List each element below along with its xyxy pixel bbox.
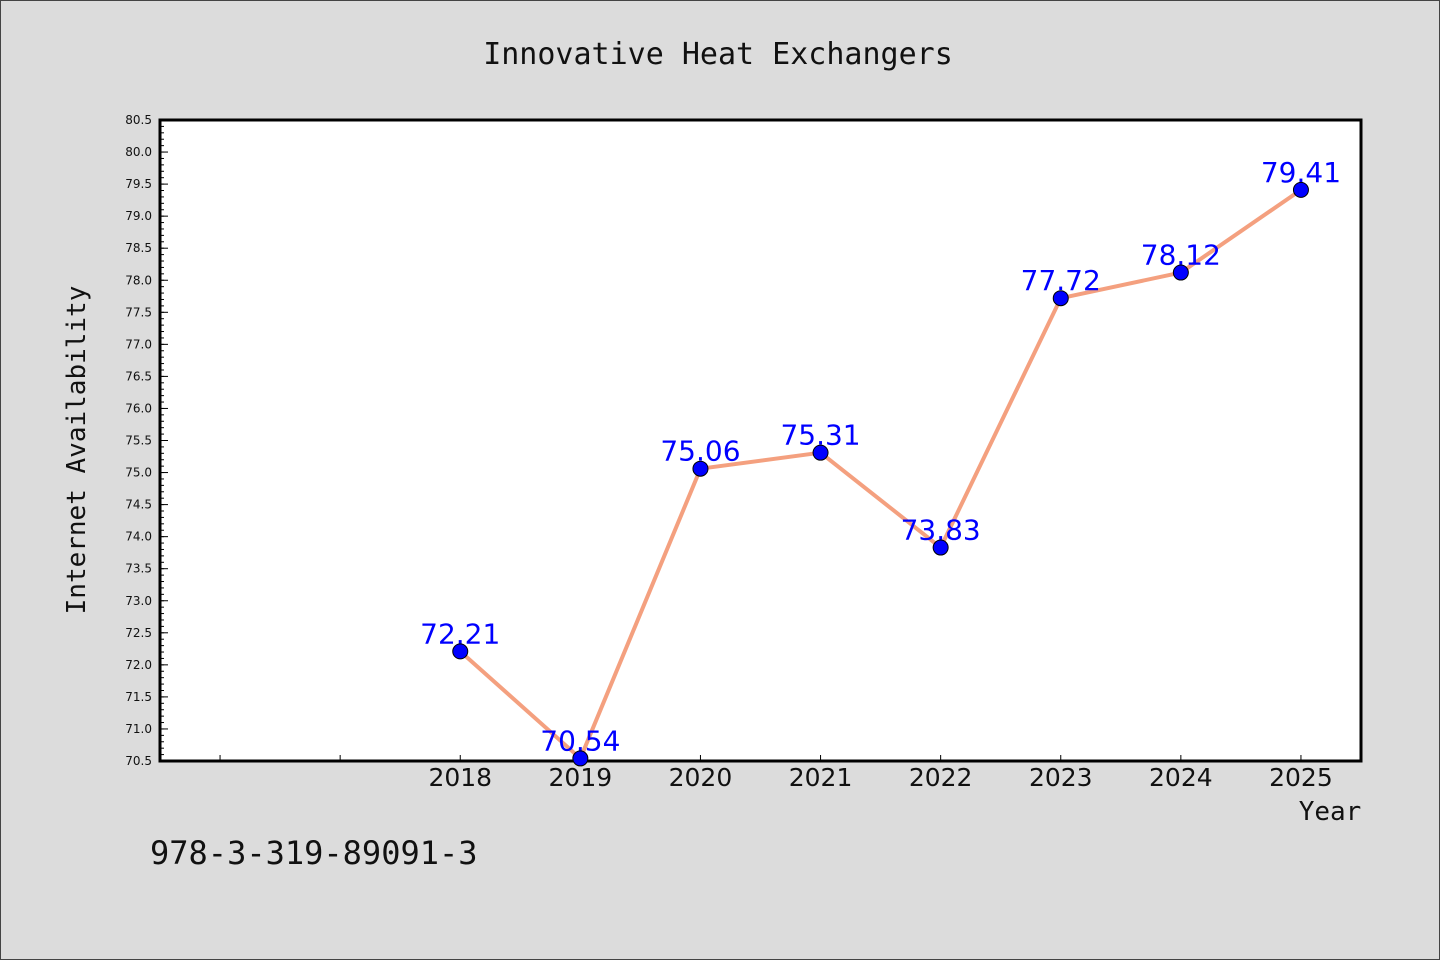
x-tick-label: 2023 xyxy=(1029,763,1093,792)
data-label: 78.12 xyxy=(1141,239,1221,272)
y-tick-label: 80.5 xyxy=(125,113,152,127)
data-point-marker xyxy=(1172,264,1189,281)
data-point-marker xyxy=(1292,181,1309,198)
data-point-marker xyxy=(812,444,829,461)
y-tick-label: 78.5 xyxy=(125,241,152,255)
y-tick-label: 76.0 xyxy=(125,401,152,415)
plot-area xyxy=(158,118,1363,763)
y-tick-label: 75.5 xyxy=(125,434,152,448)
y-tick-label: 73.5 xyxy=(125,562,152,576)
isbn-text: 978-3-319-89091-3 xyxy=(150,834,478,872)
x-tick-label: 2024 xyxy=(1149,763,1213,792)
data-point-marker xyxy=(932,539,949,556)
y-tick-label: 78.0 xyxy=(125,273,152,287)
y-tick-label: 74.5 xyxy=(125,498,152,512)
x-tick-label: 2025 xyxy=(1269,763,1333,792)
x-tick-label: 2021 xyxy=(789,763,853,792)
x-tick-label: 2019 xyxy=(549,763,613,792)
x-tick-label: 2022 xyxy=(909,763,973,792)
y-tick-label: 79.5 xyxy=(125,177,152,191)
y-tick-label: 76.5 xyxy=(125,369,152,383)
y-tick-label: 75.0 xyxy=(125,466,152,480)
y-axis-label: Internet Availability xyxy=(62,286,92,615)
y-tick-label: 71.0 xyxy=(125,722,152,736)
data-label: 73.83 xyxy=(901,514,981,547)
data-label: 79.41 xyxy=(1261,156,1341,189)
y-tick-label: 77.5 xyxy=(125,305,152,319)
y-tick-label: 70.5 xyxy=(125,754,152,768)
y-tick-label: 71.5 xyxy=(125,690,152,704)
y-tick-label: 77.0 xyxy=(125,337,152,351)
data-point-marker xyxy=(572,750,589,767)
x-tick-label: 2020 xyxy=(669,763,733,792)
y-axis: 70.5 71.0 71.5 72.0 72.5 73.0 73.5 74.0 74.5 75.0… xyxy=(125,113,168,768)
x-axis-label: Year xyxy=(1299,797,1362,827)
data-label: 75.06 xyxy=(660,435,740,468)
y-tick-label: 79.0 xyxy=(125,209,152,223)
data-label: 75.31 xyxy=(780,419,860,452)
y-tick-label: 73.0 xyxy=(125,594,152,608)
y-tick-label: 80.0 xyxy=(125,145,152,159)
data-label: 72.21 xyxy=(420,617,500,650)
x-axis: 2018 2019 2020 2021 2022 2023 2024 2025 xyxy=(219,755,1333,792)
marker-group xyxy=(452,181,1309,767)
series-line xyxy=(458,188,1303,761)
data-point-marker xyxy=(452,643,469,660)
y-tick-label: 74.0 xyxy=(125,530,152,544)
y-tick-label: 72.5 xyxy=(125,626,152,640)
data-label: 77.72 xyxy=(1021,264,1101,297)
data-label-group: 72.21 70.54 75.06 75.31 73.83 77.72 78.12 79.41 xyxy=(420,156,1341,758)
x-tick-label: 2018 xyxy=(428,763,492,792)
data-point-marker xyxy=(1052,290,1069,307)
y-tick-label: 72.0 xyxy=(125,658,152,672)
data-label: 70.54 xyxy=(540,724,620,757)
data-point-marker xyxy=(692,460,709,477)
chart-title: Innovative Heat Exchangers xyxy=(483,37,953,72)
series-line-group xyxy=(458,188,1303,761)
